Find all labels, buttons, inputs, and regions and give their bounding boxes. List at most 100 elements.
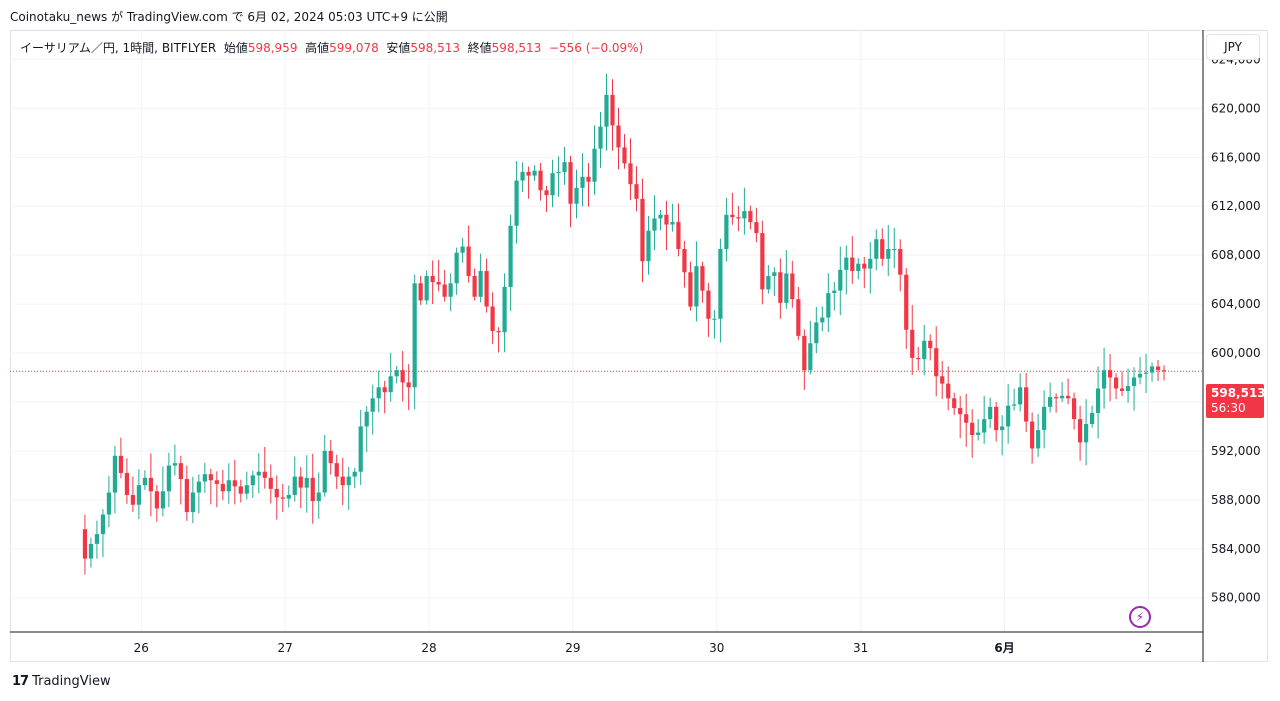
candle-body: [460, 246, 465, 253]
candle-body: [478, 271, 483, 297]
candle-body: [316, 492, 321, 502]
candle-body: [424, 275, 429, 301]
chart-frame[interactable]: [10, 30, 1268, 662]
x-tick-label: 29: [565, 641, 580, 655]
y-tick-label: 588,000: [1211, 493, 1261, 507]
candle-body: [622, 147, 627, 164]
candle-body: [670, 222, 675, 225]
candle-body: [664, 214, 669, 225]
candle-body: [1030, 421, 1035, 449]
candle-body: [616, 125, 621, 148]
candle-body: [1024, 387, 1029, 422]
candle-body: [1107, 370, 1113, 378]
candle-body: [238, 486, 243, 494]
candle-body: [340, 476, 345, 486]
candle-body: [940, 376, 945, 384]
candle-body: [388, 376, 393, 393]
candle-body: [874, 239, 879, 259]
candle-body: [244, 485, 249, 494]
candle-body: [574, 187, 579, 204]
candle-body: [592, 148, 597, 182]
candle-body: [850, 257, 855, 272]
candle-body: [844, 257, 849, 270]
candle-body: [250, 475, 255, 486]
currency-button[interactable]: JPY: [1206, 34, 1260, 60]
candle-body: [634, 184, 639, 199]
candle-body: [868, 258, 873, 269]
open-label: 始値: [223, 41, 248, 55]
candle-body: [916, 357, 921, 360]
candle-body: [430, 275, 435, 283]
candle-body: [742, 211, 747, 219]
candle-body: [328, 450, 333, 464]
x-tick-label: 6月: [994, 641, 1014, 655]
close-value: 598,513: [491, 41, 542, 55]
tradingview-logo-icon: 𝟭𝟳: [12, 674, 29, 689]
candle-body: [502, 286, 507, 333]
candle-body: [808, 343, 813, 371]
candle-body: [196, 481, 201, 493]
candle-body: [1137, 373, 1143, 378]
candle-body: [928, 340, 933, 349]
candle-body: [394, 370, 399, 377]
candle-body: [442, 284, 447, 297]
candle-body: [562, 162, 567, 172]
y-tick-label: 612,000: [1211, 199, 1261, 213]
candle-body: [976, 432, 981, 436]
low-label: 安値: [386, 41, 411, 55]
last-price-value: 598,513: [1211, 386, 1266, 400]
candle-body: [580, 176, 585, 188]
footer-brand[interactable]: 𝟭𝟳 TradingView: [12, 674, 111, 689]
lightning-icon[interactable]: ⚡: [1129, 606, 1151, 628]
brand-label: TradingView: [32, 674, 111, 689]
candle-body: [736, 217, 741, 219]
y-tick-label: 608,000: [1211, 248, 1261, 262]
candle-body: [694, 266, 699, 307]
candle-body: [892, 249, 897, 251]
candle-body: [490, 306, 495, 331]
candle-body: [964, 414, 969, 423]
low-value: 598,513: [410, 41, 461, 55]
candle-body: [1060, 395, 1065, 399]
candle-body: [994, 406, 999, 431]
candle-body: [256, 471, 261, 476]
candle-body: [814, 322, 819, 344]
candle-body: [472, 275, 477, 297]
publish-caption: Coinotaku_news が TradingView.com で 6月 02…: [10, 10, 448, 24]
candle-body: [466, 246, 471, 276]
candle-body: [718, 249, 723, 319]
candle-body: [148, 477, 153, 492]
candle-body: [712, 318, 717, 320]
candle-body: [610, 94, 615, 126]
bar-countdown: 56:30: [1211, 401, 1246, 415]
candle-body: [802, 335, 807, 371]
candle-body: [1054, 397, 1059, 399]
candle-body: [748, 211, 753, 223]
candle-body: [538, 170, 543, 191]
y-tick-label: 580,000: [1211, 591, 1261, 605]
candle-body: [766, 275, 771, 290]
ohlc-legend: イーサリアム／円, 1時間, BITFLYER 始値598,959 高値599,…: [20, 39, 643, 56]
candle-body: [988, 406, 993, 420]
close-label: 終値: [467, 41, 492, 55]
candles: [82, 73, 1167, 575]
candle-body: [1066, 395, 1071, 399]
candle-body: [214, 480, 219, 484]
candle-body: [886, 249, 891, 259]
candle-body: [1072, 398, 1077, 420]
candle-body: [556, 171, 561, 174]
candle-body: [1018, 387, 1023, 405]
symbol-label: イーサリアム／円, 1時間, BITFLYER: [20, 41, 217, 55]
candle-body: [334, 463, 339, 477]
candle-body: [724, 214, 729, 250]
x-tick-label: 28: [421, 641, 436, 655]
candle-body: [142, 477, 147, 486]
candle-body: [358, 426, 363, 472]
y-tick-label: 616,000: [1211, 150, 1261, 164]
candle-body: [526, 171, 531, 176]
candle-body: [790, 273, 795, 300]
candle-body: [370, 398, 375, 412]
x-tick-label: 31: [853, 641, 868, 655]
candle-body: [1006, 405, 1011, 427]
